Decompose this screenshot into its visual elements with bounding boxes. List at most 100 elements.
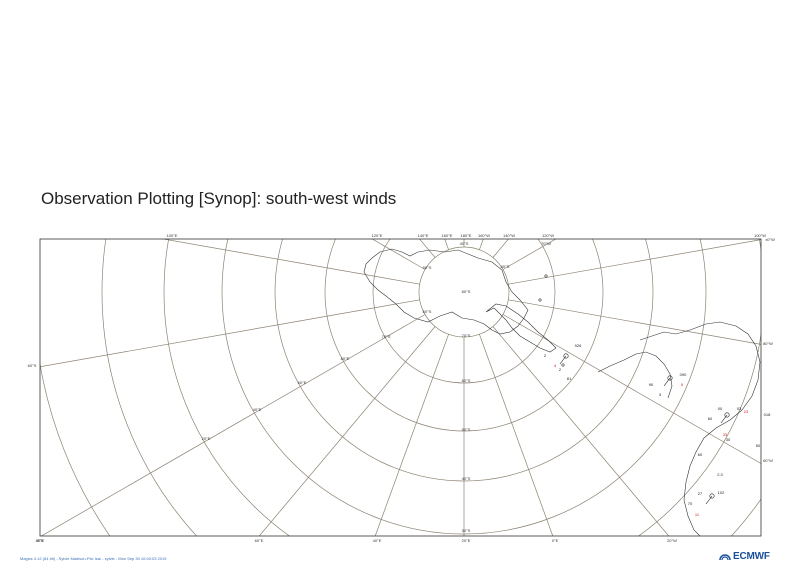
- station-value: 2.3: [717, 472, 723, 477]
- meridian-line: [502, 239, 557, 270]
- inner-grid-label: 50°S: [423, 265, 432, 270]
- station-value: 11: [695, 512, 700, 517]
- station-value: 60: [698, 452, 703, 457]
- ecmwf-logo-text: ECMWF: [733, 551, 770, 562]
- station-value: 70: [688, 501, 693, 506]
- synop-station[interactable]: 090 90 3 5: [649, 372, 687, 397]
- station-circle: [667, 375, 673, 381]
- meridian-line: [444, 239, 449, 250]
- meridian-line: [508, 239, 761, 285]
- antarctica-coast: [363, 248, 529, 335]
- meridian-line: [419, 239, 436, 258]
- bottom-longitude-label: 0°E: [552, 538, 559, 543]
- top-longitude-label: 100°W: [754, 233, 766, 238]
- latitude-circle: [101, 239, 761, 536]
- station-circle: [563, 353, 569, 359]
- station-value: 2: [544, 353, 547, 358]
- station-value: 00: [718, 406, 723, 411]
- meridian-line: [371, 239, 426, 270]
- meridian-line: [492, 239, 509, 258]
- synop-station[interactable]: 27 102 70 11: [688, 490, 725, 517]
- meridian-line: [502, 314, 761, 464]
- station-value: 3: [659, 392, 662, 397]
- inner-grid-label: 40°S: [460, 241, 469, 246]
- top-longitude-label: 160°W: [478, 233, 490, 238]
- station-value: 4: [554, 363, 557, 368]
- station-value: 5: [681, 382, 684, 387]
- station-value: 33: [723, 432, 728, 437]
- inner-grid-label: 40°E: [253, 407, 262, 412]
- ecmwf-logo-icon: [719, 554, 731, 561]
- meridian-line: [479, 239, 484, 250]
- south-america-coast: [639, 321, 761, 536]
- meridian-line: [40, 299, 420, 368]
- inner-grid-label: 70°W: [541, 241, 551, 246]
- map-labels: 100°E 120°E 140°E 160°E 180°E 160°W 140°W 120°W…: [28, 233, 775, 543]
- station-value: 50: [756, 443, 761, 448]
- top-longitude-label: 180°E: [461, 233, 472, 238]
- right-longitude-label: 80°W: [763, 341, 773, 346]
- inner-grid-label: 80°E: [341, 356, 350, 361]
- bottom-longitude-label: 20°W: [667, 538, 677, 543]
- station-value: 2: [559, 367, 562, 372]
- top-longitude-label: 100°E: [167, 233, 178, 238]
- inner-grid-label: 80°S: [462, 289, 471, 294]
- left-latitude-label: 60°S: [28, 363, 37, 368]
- bottom-longitude-label: 20°E: [462, 538, 471, 543]
- antarctic-peninsula-coast: [485, 303, 557, 353]
- station-value: 926: [575, 343, 582, 348]
- bottom-longitude-label: 80°E: [36, 538, 45, 543]
- inner-grid-label: 80°S: [501, 264, 510, 269]
- bottom-longitude-label: 60°E: [255, 538, 264, 543]
- wind-barb: [559, 355, 567, 365]
- ecmwf-logo: ECMWF: [719, 551, 770, 562]
- synop-station[interactable]: 00 03 60 018 60 23 33 50 2.3 30: [698, 406, 771, 477]
- map-frame: [39, 238, 762, 537]
- latitude-circle: [40, 360, 111, 536]
- top-longitude-label: 140°E: [418, 233, 429, 238]
- inner-grid-label: 60°E: [298, 380, 307, 385]
- bottom-longitude-label: 40°E: [373, 538, 382, 543]
- station-value: 90: [649, 382, 654, 387]
- station-circle: [709, 493, 715, 499]
- meridian-line: [258, 326, 436, 536]
- meridian-line: [492, 326, 670, 536]
- inner-grid-label: 70°S: [382, 334, 391, 339]
- station-value: 23: [744, 409, 749, 414]
- station-value: 30: [726, 437, 731, 442]
- top-longitude-label: 120°W: [542, 233, 554, 238]
- latitude-circle: [163, 239, 761, 536]
- meridian-line: [161, 239, 420, 285]
- meridian-line: [374, 334, 449, 536]
- footer-credit: Magics 4.12 (64 bit) - Sylvie Madison-Pl…: [20, 556, 167, 561]
- page-title: Observation Plotting [Synop]: south-west…: [41, 189, 397, 208]
- station-value: 102: [718, 490, 725, 495]
- top-longitude-label: 160°E: [442, 233, 453, 238]
- inner-grid-label: 30°S: [462, 528, 471, 533]
- station-value: 60: [708, 416, 713, 421]
- station-value: 27: [698, 491, 703, 496]
- meridian-line: [508, 299, 761, 345]
- meridian-line: [40, 314, 426, 536]
- inner-grid-label: 20°E: [202, 436, 211, 441]
- wind-barb: [663, 377, 671, 387]
- inner-grid-label: 70°S: [462, 333, 471, 338]
- wind-barb: [705, 495, 713, 505]
- inner-grid-label: 60°S: [423, 309, 432, 314]
- wind-barb: [720, 414, 728, 424]
- right-longitude-label: 60°W: [763, 458, 773, 463]
- inner-grid-label: 60°S: [462, 378, 471, 383]
- station-value: 03: [737, 406, 742, 411]
- meridian-line: [479, 334, 554, 536]
- top-longitude-label: 120°E: [372, 233, 383, 238]
- right-corner-label: ±0°W: [765, 237, 775, 242]
- station-value: 090: [680, 372, 687, 377]
- station-value: 81: [567, 376, 572, 381]
- inner-grid-label: 40°S: [462, 476, 471, 481]
- left-corner-label: 0°E: [37, 538, 44, 543]
- inner-grid-label: 50°S: [462, 427, 471, 432]
